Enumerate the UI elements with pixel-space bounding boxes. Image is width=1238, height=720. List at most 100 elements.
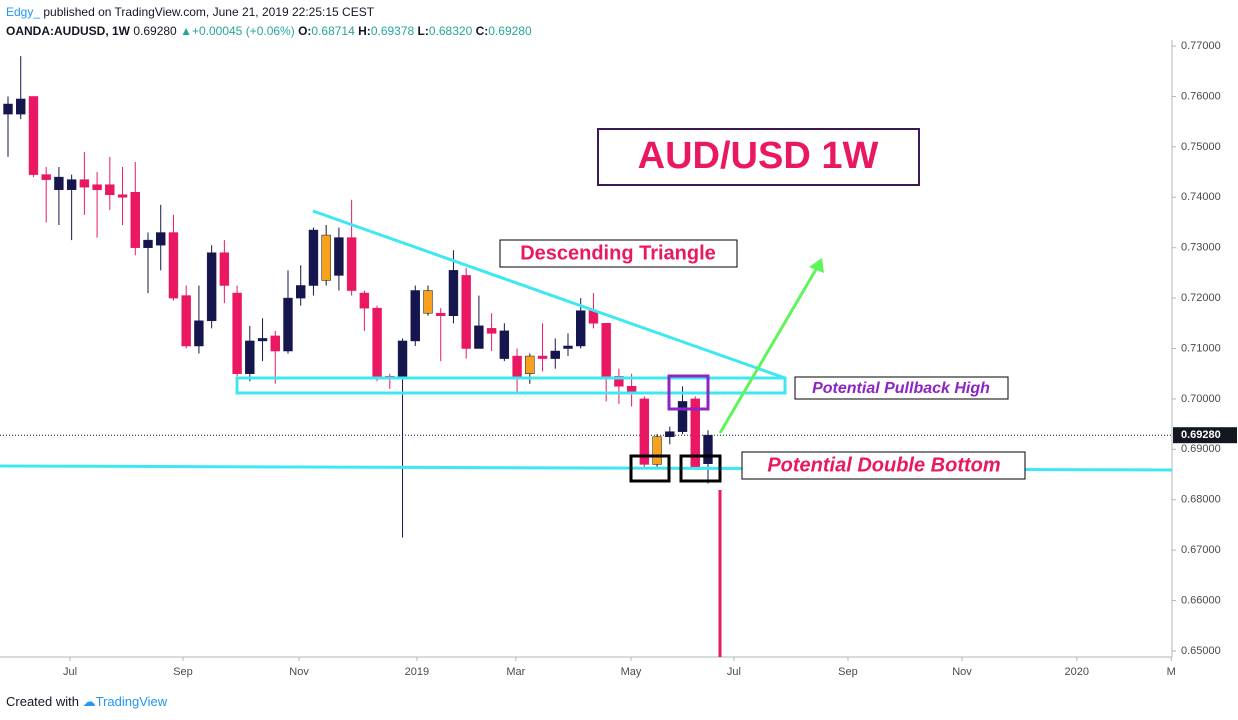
candle-body (410, 290, 420, 342)
candle-body (105, 184, 115, 196)
candle-body (66, 179, 77, 190)
logo: ☁ (82, 694, 96, 709)
last-price-badge (1173, 427, 1237, 444)
y-tick-label: 0.69000 (1181, 443, 1221, 455)
candle-body (563, 345, 573, 349)
change-arrow: ▲ (180, 24, 192, 38)
support-zone (235, 376, 787, 395)
y-tick-label: 0.73000 (1181, 242, 1221, 254)
header: Edgy_ published on TradingView.com, June… (6, 3, 532, 41)
ohlc-label: H: (358, 24, 371, 38)
title-box (597, 128, 920, 186)
candle-body (423, 290, 433, 314)
header-line: Edgy_ published on TradingView.com, June… (6, 3, 532, 22)
candle-body (537, 355, 548, 359)
ohlc-value: 0.68320 (428, 24, 473, 38)
arrow (718, 265, 820, 434)
candle-body (576, 310, 586, 347)
pattern-label: Descending Triangle (520, 242, 716, 264)
y-tick-label: 0.67000 (1181, 544, 1221, 556)
candle-body (168, 232, 179, 299)
candle-body (194, 320, 204, 347)
candle-body (16, 98, 26, 115)
pullback-label: Potential Pullback High (812, 380, 990, 397)
candle-body (270, 335, 280, 352)
ohlc-label: C: (475, 24, 489, 38)
candle-body (346, 237, 357, 291)
candle-body (550, 350, 560, 359)
published: published on TradingView.com, June 21, 2… (43, 5, 375, 19)
ohlc-label: O: (298, 24, 312, 38)
y-tick-label: 0.75000 (1181, 141, 1221, 153)
candle-body (28, 96, 39, 175)
candle-body (257, 338, 268, 342)
y-tick-label: 0.70000 (1181, 393, 1221, 405)
x-tick-label: Nov (289, 666, 309, 678)
footer: Created with ☁TradingView (6, 694, 167, 710)
x-tick-label: Jul (63, 666, 77, 678)
ohlc-label: L: (417, 24, 429, 38)
label-box (499, 239, 738, 268)
symbol: OANDA:AUDUSD, 1W (6, 24, 130, 38)
candle-body (499, 330, 510, 359)
author: Edgy_ (6, 5, 41, 19)
trend-line (312, 209, 786, 380)
y-tick-label: 0.74000 (1181, 191, 1221, 203)
change: +0.00045 (+0.06%) (191, 24, 295, 38)
bottom-box (629, 454, 671, 483)
candle-body (525, 355, 535, 374)
ohlc-value: 0.68714 (311, 24, 355, 38)
candle-body (486, 328, 497, 334)
arrow-head (809, 258, 824, 273)
x-tick-label: May (621, 666, 642, 678)
candle-body (665, 431, 675, 437)
candle-body (639, 398, 650, 465)
price: 0.69280 (133, 24, 177, 38)
candle-body (703, 434, 713, 464)
bottom-box (679, 454, 722, 483)
x-tick-label: M (1167, 666, 1176, 678)
candle-body (117, 194, 128, 198)
label-box (741, 451, 1026, 480)
pullback-box (667, 374, 710, 411)
y-tick-label: 0.68000 (1181, 494, 1221, 506)
candle-body (677, 401, 688, 432)
header-line: OANDA:AUDUSD, 1W 0.69280 ▲+0.00045 (+0.0… (6, 22, 532, 41)
candle-body (181, 295, 191, 347)
x-tick-label: 2020 (1065, 666, 1089, 678)
x-tick-label: Sep (838, 666, 858, 678)
created: Created with (6, 694, 79, 709)
candle-body (143, 239, 153, 248)
candle-body (206, 252, 217, 322)
candle-body (652, 436, 662, 465)
candle-body (372, 307, 382, 379)
candle-body (321, 234, 331, 281)
y-tick-label: 0.77000 (1181, 40, 1221, 52)
candle-body (245, 340, 255, 374)
candle-body (601, 323, 611, 377)
y-tick-label: 0.72000 (1181, 292, 1221, 304)
x-tick-label: Mar (506, 666, 525, 678)
y-tick-label: 0.65000 (1181, 645, 1221, 657)
y-tick-label: 0.66000 (1181, 594, 1221, 606)
candle-body (3, 103, 13, 115)
candle-body (54, 176, 64, 190)
bottom-label: Potential Double Bottom (767, 454, 1000, 476)
candle-body (92, 184, 102, 190)
ohlc-value: 0.69280 (488, 24, 532, 38)
x-tick-label: Sep (173, 666, 193, 678)
x-tick-label: Jul (727, 666, 741, 678)
candle-body (219, 252, 230, 286)
candle-body (41, 174, 51, 180)
candle-body (232, 292, 242, 374)
candle-body (397, 340, 408, 377)
candle-body (308, 229, 319, 286)
candle-body (283, 297, 293, 352)
candle-body (436, 312, 446, 316)
candle-body (359, 292, 370, 309)
candle-body (130, 191, 140, 248)
chart-title: AUD/USD 1W (638, 135, 879, 177)
candle-body (156, 232, 166, 246)
